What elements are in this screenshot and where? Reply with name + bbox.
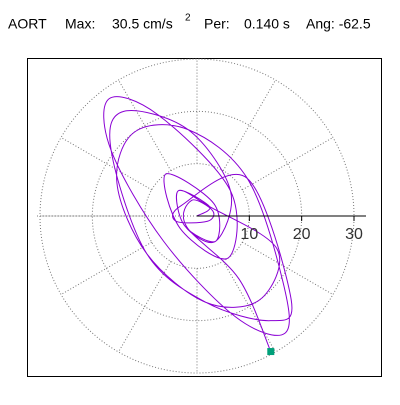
trajectory bbox=[103, 96, 293, 352]
max-value: 30.5 cm/s bbox=[112, 16, 173, 32]
grid-spoke bbox=[242, 137, 334, 191]
period-value: 0.140 s bbox=[244, 16, 290, 32]
end-marker bbox=[267, 348, 275, 356]
grid-spoke bbox=[242, 241, 334, 295]
grid-spoke bbox=[118, 79, 172, 171]
period-label: Per: bbox=[204, 16, 230, 32]
grid-spoke bbox=[118, 261, 172, 353]
angle: Ang: -62.5 bbox=[306, 16, 371, 32]
unit-power: 2 bbox=[185, 13, 191, 24]
tick-label: 30 bbox=[345, 226, 363, 243]
tick-label: 10 bbox=[240, 226, 258, 243]
grid-spoke bbox=[60, 137, 152, 191]
grid-spoke bbox=[222, 261, 276, 353]
grid-spoke bbox=[60, 241, 152, 295]
tick-label: 20 bbox=[293, 226, 311, 243]
plot-frame bbox=[27, 58, 382, 377]
grid-spoke bbox=[222, 79, 276, 171]
station: AORT bbox=[8, 16, 47, 32]
max-label: Max: bbox=[65, 16, 95, 32]
